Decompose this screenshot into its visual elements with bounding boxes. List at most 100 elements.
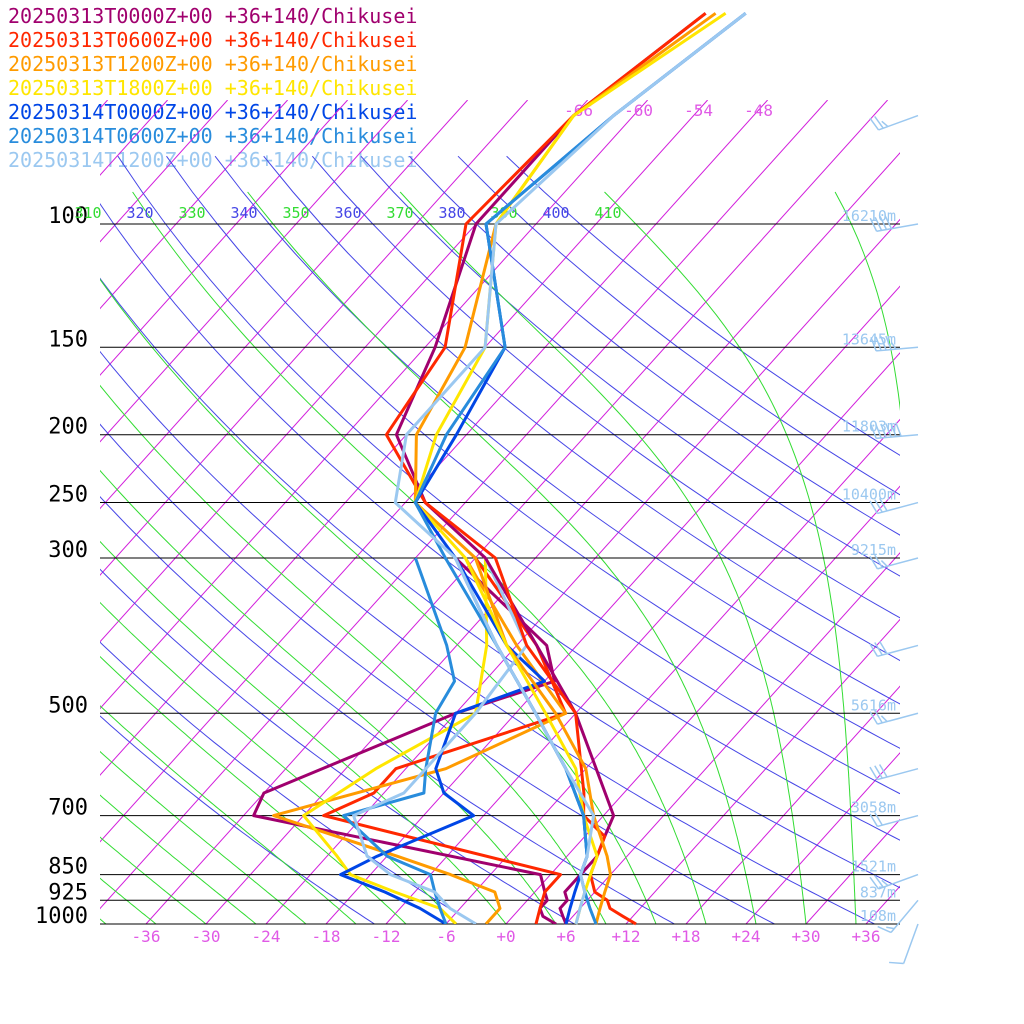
grid-lines bbox=[0, 100, 1024, 924]
pressure-tick-label: 925 bbox=[48, 880, 88, 905]
wind-barb-feather bbox=[878, 764, 888, 778]
wind-barb-shaft bbox=[877, 557, 919, 570]
wind-barb-feather bbox=[874, 812, 883, 826]
pressure-tick-label: 700 bbox=[48, 796, 88, 821]
isotherm-line bbox=[685, 685, 900, 924]
height-label: 837m bbox=[860, 883, 896, 901]
isotherm-line bbox=[100, 100, 708, 776]
dry-adiabat bbox=[360, 155, 900, 577]
wind-barb bbox=[889, 923, 919, 965]
temperature-line bbox=[413, 12, 747, 925]
wind-barb-feather bbox=[875, 424, 882, 439]
legend-entry: 20250314T1200Z+00 +36+140/Chikusei bbox=[8, 148, 418, 172]
isotherm-line bbox=[926, 100, 1024, 924]
moist-adiabat bbox=[100, 750, 307, 924]
upper-isotherm-label: -54 bbox=[684, 101, 713, 120]
wind-barb bbox=[869, 497, 919, 515]
wind-barb-feather bbox=[880, 560, 888, 567]
moist-adiabat bbox=[132, 191, 707, 924]
dry-adiabat bbox=[100, 495, 675, 924]
legend-entry: 20250313T1800Z+00 +36+140/Chikusei bbox=[8, 76, 418, 100]
wind-barb-feather bbox=[890, 342, 897, 350]
isotherm-line bbox=[385, 352, 900, 924]
wind-barb bbox=[869, 873, 919, 890]
wind-barb bbox=[869, 812, 919, 828]
wind-barb-feather bbox=[884, 215, 893, 230]
wind-barb-feather bbox=[885, 335, 892, 350]
moist-adiabat bbox=[100, 601, 457, 924]
height-label: 5616m bbox=[851, 696, 896, 714]
dewpoint-line bbox=[302, 557, 489, 924]
dry-adiabat bbox=[409, 155, 900, 536]
dry-adiabat bbox=[311, 155, 900, 619]
wind-barb-shaft bbox=[877, 501, 919, 515]
wind-barb-shaft bbox=[877, 644, 919, 658]
temperature-line bbox=[413, 12, 727, 925]
dry-adiabat bbox=[100, 715, 375, 924]
theta-label: 410 bbox=[594, 204, 621, 222]
isotherm-line bbox=[986, 100, 1024, 924]
wind-barb-feather bbox=[874, 499, 883, 513]
temperature-tick-label: -30 bbox=[192, 927, 221, 946]
dry-adiabat bbox=[166, 155, 900, 749]
wind-barb-feather bbox=[874, 765, 883, 779]
legend-entry: 20250313T1200Z+00 +36+140/Chikusei bbox=[8, 52, 418, 76]
legend-entry: 20250313T0600Z+00 +36+140/Chikusei bbox=[8, 28, 418, 52]
isotherm-line bbox=[205, 152, 900, 924]
wind-barb-shaft bbox=[878, 114, 919, 131]
height-label: 108m bbox=[860, 907, 896, 925]
isotherm-line bbox=[100, 100, 768, 843]
wind-barb-feather bbox=[877, 925, 892, 934]
wind-barb-feather bbox=[879, 216, 888, 230]
wind-barb-feather bbox=[874, 642, 883, 656]
isobars bbox=[100, 223, 900, 925]
wind-barb-shaft bbox=[890, 899, 919, 933]
temperature-tick-label: -24 bbox=[252, 927, 281, 946]
temperature-tick-label: +12 bbox=[612, 927, 641, 946]
legend-entry: 20250314T0000Z+00 +36+140/Chikusei bbox=[8, 100, 418, 124]
wind-barb-shaft bbox=[876, 433, 919, 440]
pressure-tick-label: 1000 bbox=[35, 904, 88, 929]
wind-barb-feather bbox=[881, 879, 889, 887]
sounding-series-upper bbox=[384, 12, 747, 926]
wind-barb-feather bbox=[869, 117, 880, 131]
dry-adiabat bbox=[100, 568, 575, 924]
wind-barb-feather bbox=[869, 217, 878, 232]
temperature-tick-label: +30 bbox=[792, 927, 821, 946]
isotherm-line bbox=[325, 285, 900, 924]
wind-barb-feather bbox=[870, 424, 877, 439]
wind-barb bbox=[869, 554, 919, 570]
pressure-tick-label: 100 bbox=[48, 204, 88, 229]
pressure-tick-label: 250 bbox=[48, 483, 88, 508]
moist-adiabat bbox=[100, 705, 357, 924]
isotherm-line bbox=[0, 100, 48, 924]
isotherm-line bbox=[745, 752, 900, 924]
wind-barb-feather bbox=[880, 423, 887, 438]
height-label: 9215m bbox=[851, 541, 896, 559]
dry-adiabat bbox=[263, 155, 900, 662]
wind-barb-feather bbox=[895, 422, 902, 437]
isotherm-line bbox=[100, 100, 468, 510]
temperature-tick-label: -12 bbox=[372, 927, 401, 946]
height-label: 11803m bbox=[842, 418, 896, 436]
theta-label: 350 bbox=[282, 204, 309, 222]
wind-barb-feather bbox=[874, 115, 884, 129]
wind-barb-shaft bbox=[877, 767, 919, 781]
theta-label: 380 bbox=[438, 204, 465, 222]
theta-label: 330 bbox=[178, 204, 205, 222]
wind-barb-feather bbox=[881, 120, 889, 128]
wind-barb-shaft bbox=[877, 814, 919, 828]
wind-barb bbox=[870, 422, 919, 440]
temperature-line bbox=[413, 12, 747, 925]
dewpoint-line bbox=[352, 557, 529, 924]
wind-barb-feather bbox=[869, 766, 879, 780]
theta-label: 400 bbox=[542, 204, 569, 222]
wind-barb-feather bbox=[874, 709, 883, 724]
dry-adiabat bbox=[100, 202, 900, 841]
wind-barb bbox=[869, 215, 919, 233]
temperature-tick-label: +24 bbox=[732, 927, 761, 946]
moist-adiabat bbox=[100, 836, 207, 924]
temperature-tick-label: +18 bbox=[672, 927, 701, 946]
wind-barb bbox=[877, 899, 919, 934]
